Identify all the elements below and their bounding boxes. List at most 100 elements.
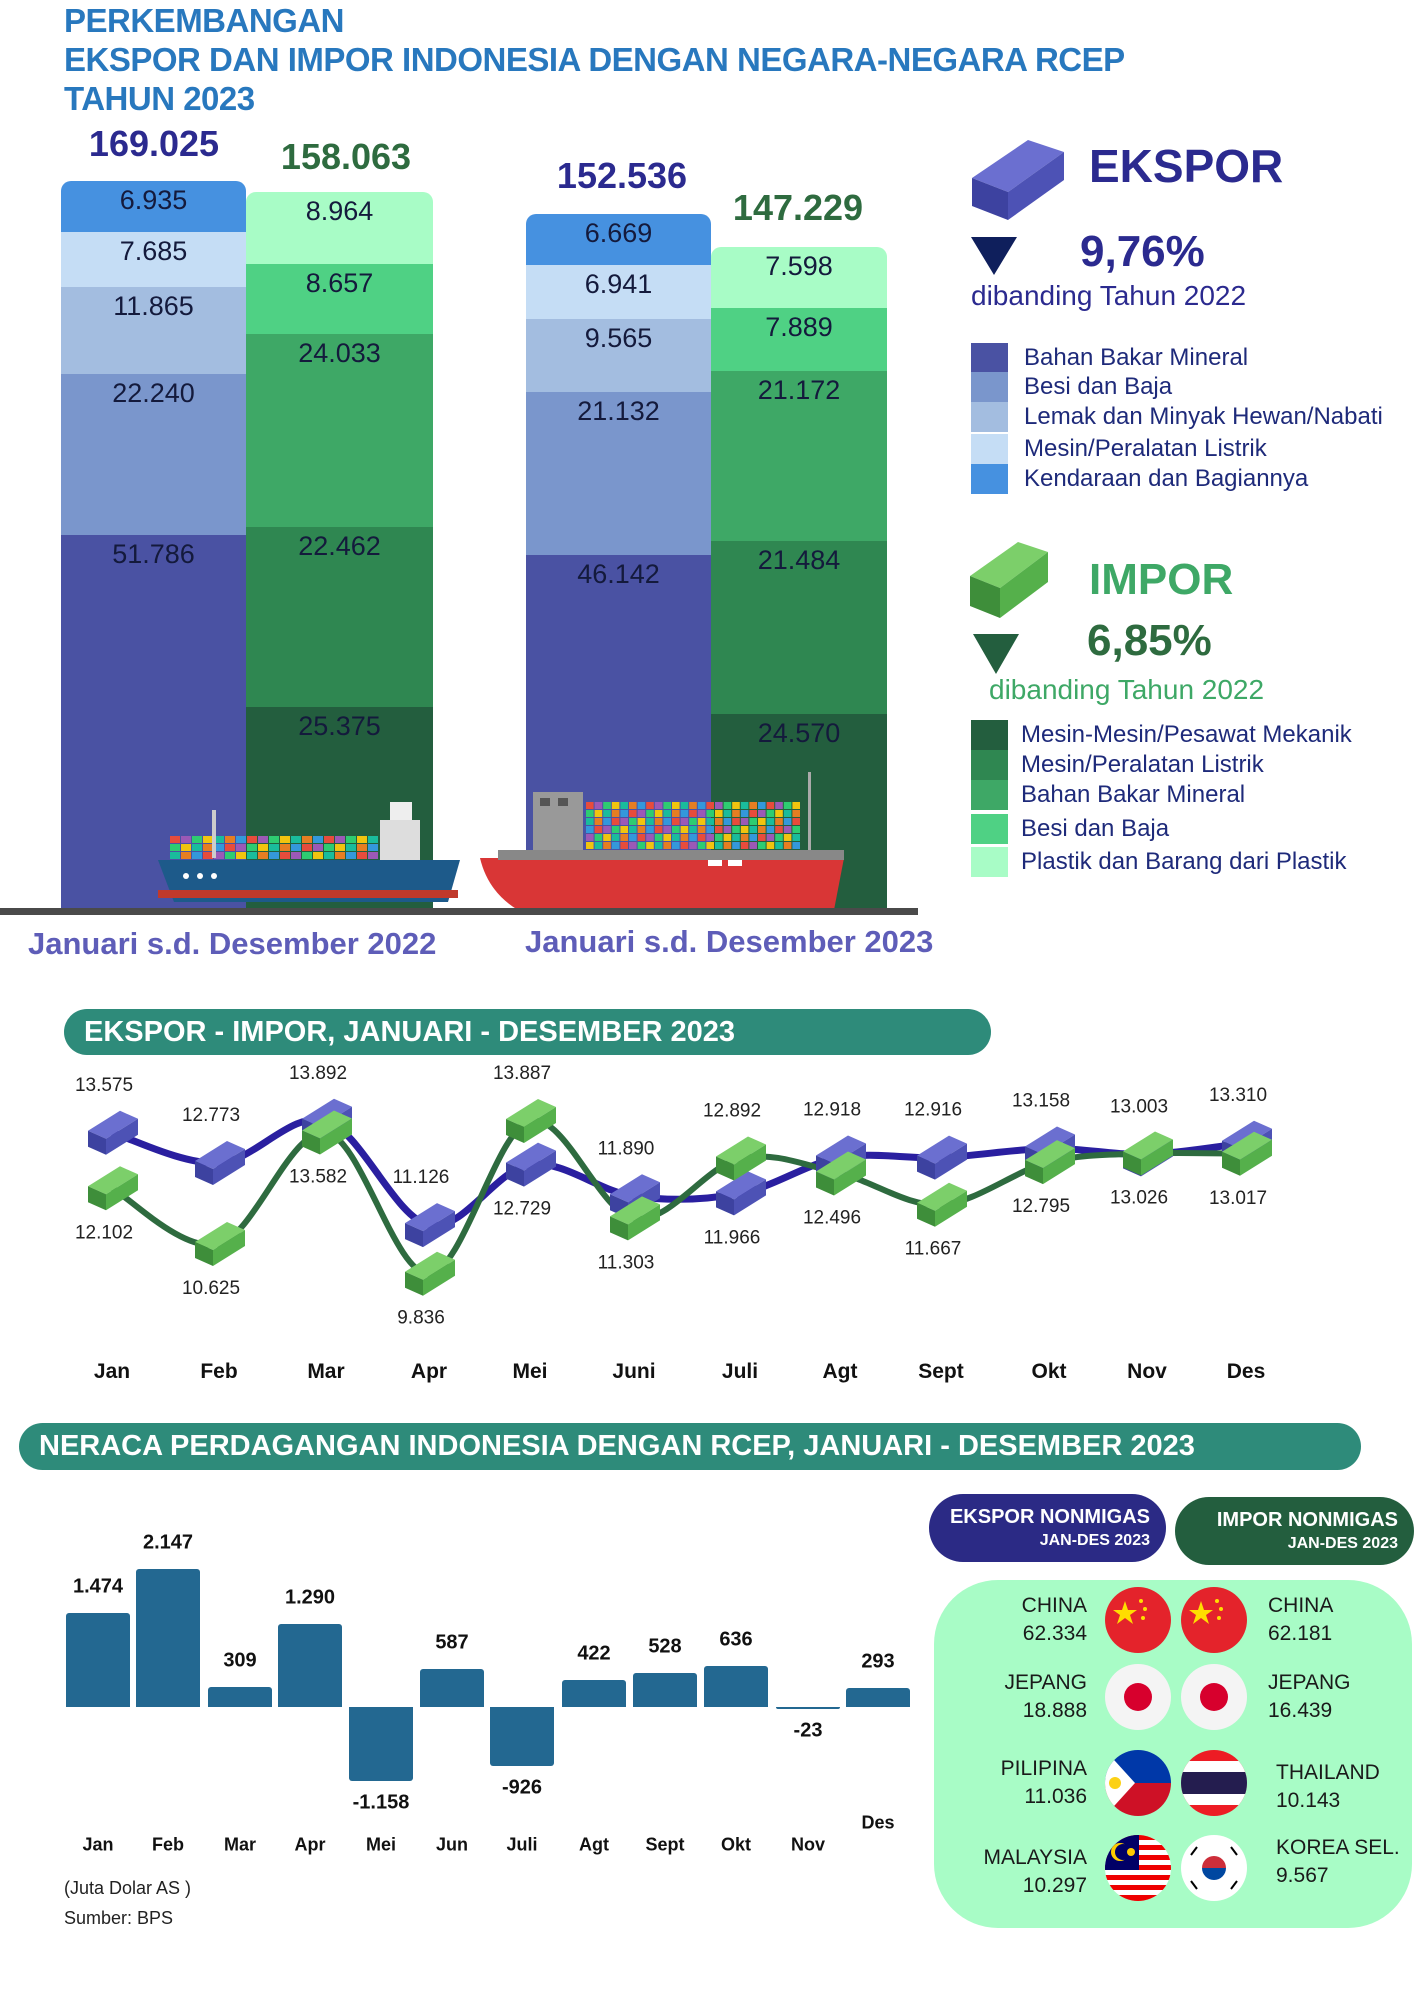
month-label: Mar	[223, 1834, 257, 1855]
partner-country: JEPANG	[1004, 1671, 1087, 1694]
data-label: 11.303	[598, 1252, 655, 1273]
cargo-container	[586, 810, 594, 817]
cargo-container	[749, 810, 757, 817]
cargo-container	[620, 826, 628, 833]
cargo-container	[629, 826, 637, 833]
data-label: 10.625	[182, 1278, 240, 1299]
container-marker-icon	[302, 1110, 352, 1155]
unit-note: (Juta Dolar AS )	[64, 1878, 192, 1898]
cargo-container	[663, 826, 671, 833]
cargo-container	[758, 842, 766, 849]
partner-value: 62.181	[1268, 1622, 1333, 1645]
partner-value: 18.888	[1022, 1699, 1087, 1722]
bar-segment: 7.685	[61, 231, 246, 288]
partner-country: THAILAND	[1276, 1761, 1380, 1784]
cargo-container	[611, 802, 620, 809]
source-note: Sumber: BPS	[64, 1908, 174, 1928]
data-label: 13.575	[75, 1075, 133, 1096]
cargo-container	[663, 810, 671, 817]
container-side	[1222, 1151, 1240, 1176]
cargo-container	[603, 826, 611, 833]
cargo-container	[654, 802, 663, 809]
data-label: 13.003	[1110, 1096, 1168, 1117]
cargo-container	[654, 810, 663, 817]
container-top	[88, 1166, 138, 1195]
cargo-container	[663, 818, 671, 825]
cargo-container	[225, 836, 235, 843]
segment-value-label: 11.865	[113, 291, 194, 322]
month-label: Mei	[512, 1360, 547, 1383]
cargo-container	[672, 818, 680, 825]
month-label: Okt	[1031, 1360, 1066, 1383]
container-top	[506, 1099, 556, 1127]
bar-segment: 8.657	[246, 264, 433, 334]
cargo-container	[706, 842, 714, 849]
segment-value-label: 21.132	[577, 396, 660, 427]
bar-segment: 22.240	[61, 373, 246, 536]
impor-partner: CHINA 62.181	[1268, 1592, 1333, 1648]
data-label: 13.310	[1209, 1085, 1267, 1106]
cargo-container	[335, 844, 345, 851]
partner-value: 9.567	[1276, 1864, 1329, 1887]
container-marker-icon	[610, 1196, 660, 1241]
cargo-container	[646, 842, 654, 849]
cargo-container	[706, 818, 714, 825]
bar-total-label: 158.063	[280, 136, 412, 177]
cargo-container	[611, 826, 620, 833]
container-front	[423, 1211, 455, 1248]
neraca-value-label: 293	[861, 1650, 895, 1673]
cargo-container	[313, 852, 323, 859]
partner-value: 10.297	[1022, 1874, 1087, 1897]
segment-value-label: 24.570	[757, 717, 841, 748]
neraca-value-label: 1.474	[72, 1575, 124, 1598]
month-label: Nov	[1127, 1360, 1167, 1383]
legend-label: Mesin/Peralatan Listrik	[1024, 435, 1267, 462]
cargo-container	[680, 834, 689, 841]
data-label: 13.892	[289, 1063, 347, 1084]
cargo-container	[749, 818, 757, 825]
cargo-container	[357, 844, 367, 851]
segment-value-label: 7.889	[765, 311, 833, 342]
cargo-container	[758, 826, 766, 833]
month-label: Mei	[365, 1834, 397, 1855]
container-front	[734, 1179, 766, 1216]
cargo-container	[775, 842, 783, 849]
container-side	[195, 1160, 213, 1185]
cargo-container	[368, 844, 378, 851]
container-top	[1025, 1126, 1075, 1155]
cargo-container	[357, 852, 367, 859]
cargo-container	[324, 852, 334, 859]
cargo-container	[740, 818, 749, 825]
flag-thailand-icon	[1181, 1750, 1247, 1816]
period-label-2023: Januari s.d. Desember 2023	[525, 924, 934, 959]
container-marker-icon	[917, 1182, 967, 1227]
neraca-bar	[66, 1612, 130, 1707]
cargo-container	[603, 834, 611, 841]
cargo-container	[368, 836, 378, 843]
month-label: Agt	[579, 1834, 609, 1855]
cargo-container	[620, 842, 628, 849]
month-label: Sept	[918, 1360, 964, 1383]
legend-swatch	[971, 720, 1008, 750]
cargo-container	[732, 834, 740, 841]
cargo-container	[663, 842, 671, 849]
ekspor-compare: dibanding Tahun 2022	[971, 280, 1247, 311]
container-side	[506, 1162, 524, 1187]
data-label: 12.795	[1012, 1196, 1070, 1217]
neraca-bar	[846, 1688, 910, 1707]
cargo-container	[620, 802, 628, 809]
cargo-container	[170, 852, 180, 859]
title-line-1: PERKEMBANGAN	[64, 2, 345, 39]
cargo-container	[280, 836, 290, 843]
legend-label: Lemak dan Minyak Hewan/Nabati	[1024, 403, 1383, 430]
cargo-container	[637, 802, 646, 809]
cargo-container	[740, 834, 749, 841]
legend-label: Mesin-Mesin/Pesawat Mekanik	[1021, 721, 1352, 748]
legend-label: Kendaraan dan Bagiannya	[1024, 465, 1309, 492]
cargo-container	[368, 852, 378, 859]
ekspor-nonmigas-period: JAN-DES 2023	[1039, 1532, 1150, 1549]
container-marker-icon	[88, 1110, 138, 1155]
shipping-container-blue-icon	[972, 140, 1064, 220]
container-front	[106, 1174, 138, 1211]
ekspor-nonmigas-title: EKSPOR NONMIGAS	[949, 1506, 1150, 1528]
